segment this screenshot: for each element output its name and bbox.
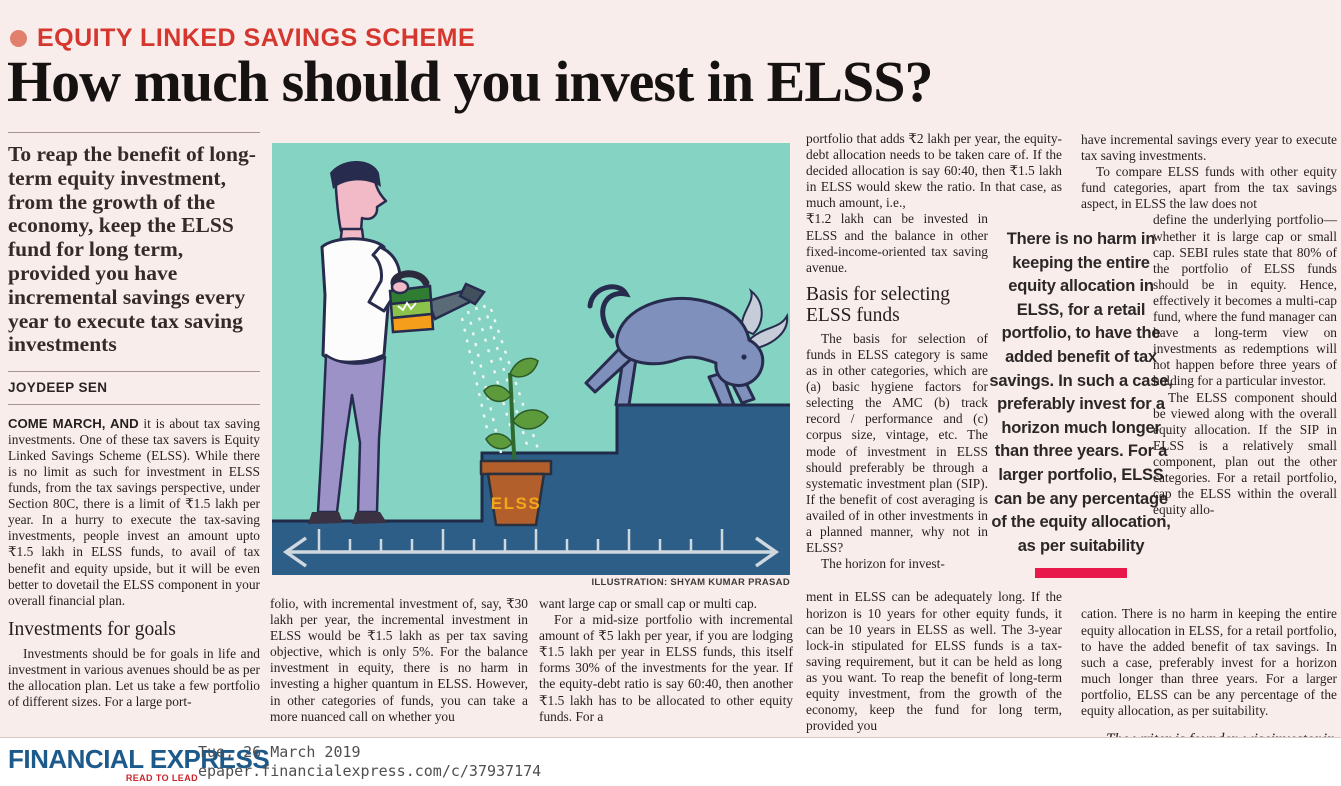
man-shoe <box>352 512 387 524</box>
byline: JOYDEEP SEN <box>8 380 108 396</box>
paragraph: want large cap or small cap or multi cap… <box>539 596 758 611</box>
plant-leaf <box>483 384 512 403</box>
pot-rim <box>479 459 553 476</box>
plant-leaf <box>485 433 513 450</box>
can-band-orange <box>390 312 435 334</box>
subhead-investments-for-goals: Investments for goals <box>8 618 176 640</box>
paragraph: cation. There is no harm in keeping the … <box>1081 606 1337 719</box>
divider <box>8 403 260 405</box>
bull-body <box>615 296 765 387</box>
pull-quote-red-bar <box>1035 568 1127 579</box>
bull-horn <box>748 312 789 350</box>
paragraph: have incremental savings every year to e… <box>1081 132 1337 164</box>
paragraph: portfolio that adds ₹2 lakh per year, th… <box>806 131 1062 211</box>
paragraph: The basis for selection of funds in ELSS… <box>806 330 988 556</box>
financial-express-logo: FINANCIAL EXPRESS <box>8 744 270 774</box>
epaper-meta: Tue, 26 March 2019 epaper.financialexpre… <box>198 743 541 781</box>
pot-body <box>486 472 546 527</box>
paragraph: The horizon for invest- <box>821 556 945 572</box>
ruler-arrow <box>282 529 780 568</box>
epaper-footer: FINANCIAL EXPRESS READ TO LEAD Tue, 26 M… <box>0 737 1341 786</box>
man-pants <box>316 353 387 514</box>
lead-in: COME MARCH, AND <box>8 415 139 431</box>
plant-stem <box>508 372 517 466</box>
illustration-credit: ILLUSTRATION: SHYAM KUMAR PRASAD <box>591 577 790 588</box>
bull-leg <box>707 371 736 407</box>
kicker-bullet-icon <box>10 30 27 47</box>
plant-leaf <box>512 409 549 430</box>
divider <box>8 371 260 373</box>
pot-label: ELSS <box>491 494 541 513</box>
column-3: want large cap or small cap or multi cap… <box>539 596 793 725</box>
paragraph: define the underlying portfolio—whether … <box>1153 212 1337 389</box>
paragraph-text: it is about tax saving investments. One … <box>8 415 260 608</box>
paragraph: ₹1.2 lakh can be invested in ELSS and th… <box>806 211 988 275</box>
bull-eye <box>741 354 747 360</box>
illustration: ELSS <box>272 143 790 575</box>
man-hair <box>330 161 381 189</box>
epaper-url: epaper.financialexpress.com/c/37937174 <box>198 762 542 780</box>
paragraph: COME MARCH, AND it is about tax saving i… <box>8 416 260 609</box>
column-2: folio, with incremental investment of, s… <box>270 596 528 725</box>
bull-tail <box>587 284 631 339</box>
elss-plant <box>483 357 549 466</box>
can-chart-squiggle <box>397 301 417 312</box>
watering-can-icon <box>388 270 486 334</box>
paragraph: folio, with incremental investment of, s… <box>270 596 528 724</box>
standfirst: To reap the benefit of long-term equity … <box>8 142 256 357</box>
section-kicker: EQUITY LINKED SAVINGS SCHEME <box>10 26 475 51</box>
brand-tagline: READ TO LEAD <box>125 773 198 783</box>
epaper-date: Tue, 26 March 2019 <box>198 743 361 761</box>
plant-leaf <box>509 357 539 378</box>
kicker-label: EQUITY LINKED SAVINGS SCHEME <box>37 24 476 52</box>
column-5-narrow: define the underlying portfolio—whether … <box>1153 212 1337 606</box>
bull-horn <box>740 287 763 336</box>
steps-edge <box>272 403 790 523</box>
paragraph: The ELSS component should be viewed alon… <box>1153 389 1337 518</box>
divider <box>8 132 260 133</box>
water-drops <box>460 304 542 456</box>
pull-quote: There is no harm in keeping the entire e… <box>988 228 1174 579</box>
man-figure <box>308 161 402 524</box>
headline: How much should you invest in ELSS? <box>7 49 934 114</box>
column-4-narrow: ₹1.2 lakh can be invested in ELSS and th… <box>806 211 988 589</box>
brand-block: FINANCIAL EXPRESS READ TO LEAD <box>8 744 270 783</box>
column-4: portfolio that adds ₹2 lakh per year, th… <box>806 131 1062 734</box>
subhead-basis-for-selecting: Basis for selecting ELSS funds <box>806 283 951 326</box>
paragraph: To compare ELSS funds with other equity … <box>1081 164 1337 212</box>
column-5: have incremental savings every year to e… <box>1081 132 1337 748</box>
column-standfirst: To reap the benefit of long-term equity … <box>8 132 260 710</box>
man-shoe <box>308 512 343 524</box>
pull-quote-text: There is no harm in keeping the entire e… <box>989 230 1173 555</box>
man-hand <box>390 279 410 295</box>
can-spout-head <box>458 282 486 306</box>
paragraph: For a mid-size portfolio with incrementa… <box>539 612 793 724</box>
illustration-svg: ELSS <box>272 143 790 575</box>
paragraph: ment in ELSS can be adequately long. If … <box>806 589 1062 734</box>
paragraph: Investments should be for goals in life … <box>8 645 260 710</box>
bull-icon <box>584 284 789 407</box>
elss-pot: ELSS <box>479 459 553 527</box>
